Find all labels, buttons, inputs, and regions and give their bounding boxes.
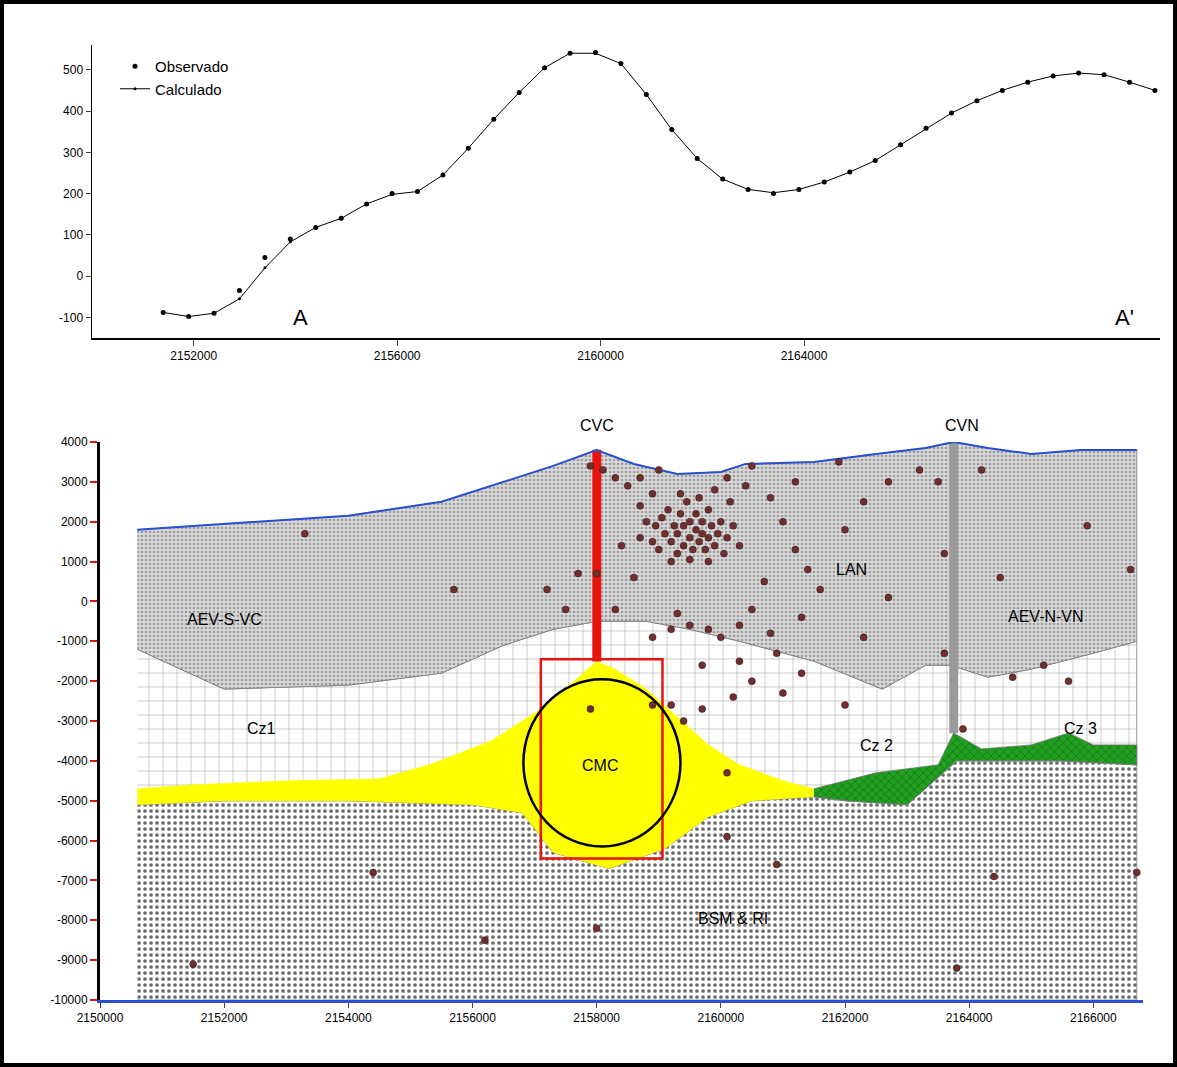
svg-text:AEV-N-VN: AEV-N-VN	[1008, 608, 1084, 625]
svg-text:2152000: 2152000	[170, 349, 217, 363]
svg-text:400: 400	[63, 104, 83, 118]
svg-text:200: 200	[63, 187, 83, 201]
svg-text:-8000: -8000	[57, 913, 88, 927]
svg-text:4000: 4000	[61, 435, 88, 449]
svg-text:Calculado: Calculado	[155, 81, 222, 98]
svg-text:2152000: 2152000	[201, 1011, 248, 1025]
svg-text:2164000: 2164000	[946, 1011, 993, 1025]
svg-text:Observado: Observado	[155, 58, 228, 75]
svg-text:2166000: 2166000	[1070, 1011, 1117, 1025]
svg-text:-10000: -10000	[50, 993, 88, 1007]
svg-text:-2000: -2000	[57, 674, 88, 688]
svg-text:LAN: LAN	[836, 561, 867, 578]
svg-text:2158000: 2158000	[573, 1011, 620, 1025]
svg-text:CMC: CMC	[582, 757, 618, 774]
svg-text:-1000: -1000	[57, 634, 88, 648]
svg-text:0: 0	[76, 269, 83, 283]
svg-text:-3000: -3000	[57, 714, 88, 728]
svg-text:2156000: 2156000	[449, 1011, 496, 1025]
svg-text:CVN: CVN	[945, 417, 979, 434]
svg-text:A': A'	[1115, 305, 1134, 330]
svg-text:-6000: -6000	[57, 834, 88, 848]
svg-text:0: 0	[81, 595, 88, 609]
svg-text:2160000: 2160000	[697, 1011, 744, 1025]
svg-text:A: A	[293, 305, 308, 330]
svg-text:2154000: 2154000	[325, 1011, 372, 1025]
svg-text:-4000: -4000	[57, 754, 88, 768]
svg-text:-5000: -5000	[57, 794, 88, 808]
svg-text:2164000: 2164000	[781, 349, 828, 363]
svg-text:Cz1: Cz1	[247, 720, 276, 737]
svg-text:Cz 3: Cz 3	[1064, 720, 1097, 737]
svg-text:2000: 2000	[61, 515, 88, 529]
svg-text:2160000: 2160000	[577, 349, 624, 363]
svg-text:2162000: 2162000	[822, 1011, 869, 1025]
svg-text:AEV-S-VC: AEV-S-VC	[187, 611, 262, 628]
svg-text:BSM & RI: BSM & RI	[698, 910, 768, 927]
svg-text:CVC: CVC	[580, 417, 614, 434]
svg-text:2150000: 2150000	[77, 1011, 124, 1025]
svg-text:3000: 3000	[61, 475, 88, 489]
svg-text:-100: -100	[59, 311, 83, 325]
svg-text:Cz 2: Cz 2	[860, 737, 893, 754]
svg-text:1000: 1000	[61, 555, 88, 569]
svg-text:-7000: -7000	[57, 874, 88, 888]
svg-text:100: 100	[63, 228, 83, 242]
svg-text:-9000: -9000	[57, 953, 88, 967]
svg-text:500: 500	[63, 63, 83, 77]
svg-text:300: 300	[63, 146, 83, 160]
svg-text:2156000: 2156000	[374, 349, 421, 363]
